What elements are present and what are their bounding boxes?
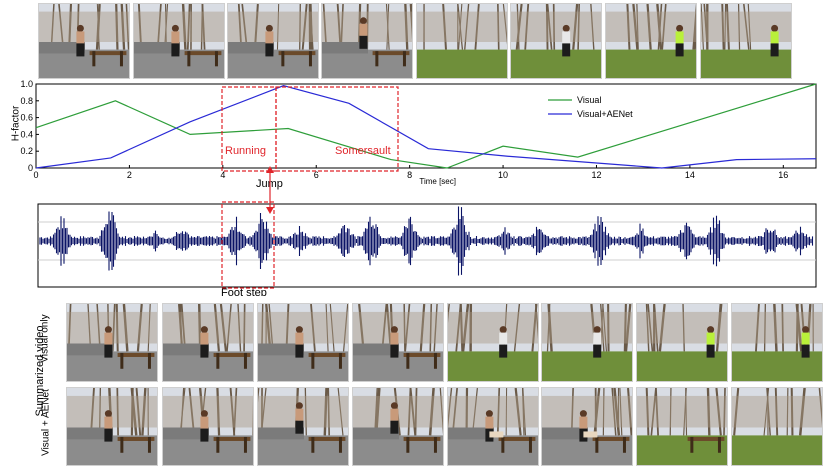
- y-tick-label: 0.2: [20, 146, 33, 156]
- somersault-annotation: Somersault: [335, 145, 391, 157]
- x-tick-label: 8: [407, 170, 412, 180]
- foot-step-annotation: Foot step: [221, 287, 267, 296]
- foot-step-highlight-box: [221, 201, 275, 289]
- summary-frame-thumbnail: [636, 303, 728, 382]
- frame-image: [542, 304, 632, 381]
- summary-frame-thumbnail: [352, 387, 444, 466]
- summary-frame-thumbnail: [731, 303, 823, 382]
- y-tick-label: 0: [28, 163, 33, 173]
- summary-frame-thumbnail: [66, 387, 158, 466]
- frame-image: [163, 304, 253, 381]
- video-frame-thumbnail: [133, 3, 225, 79]
- frame-image: [732, 304, 822, 381]
- frame-image: [417, 4, 507, 78]
- summary-frame-thumbnail: [257, 387, 349, 466]
- summary-frame-thumbnail: [257, 303, 349, 382]
- jump-arrow: [266, 166, 274, 214]
- frame-image: [39, 4, 129, 78]
- x-tick-label: 6: [314, 170, 319, 180]
- frame-image: [258, 304, 348, 381]
- summary-frame-thumbnail: [447, 387, 539, 466]
- frame-image: [353, 388, 443, 465]
- x-tick-label: 14: [685, 170, 695, 180]
- frame-image: [606, 4, 696, 78]
- x-tick-label: 12: [591, 170, 601, 180]
- visual-only-label: Visual only: [39, 314, 51, 363]
- video-frame-thumbnail: [227, 3, 319, 79]
- x-tick-label: 16: [778, 170, 788, 180]
- summary-frame-thumbnail: [162, 387, 254, 466]
- x-tick-label: 2: [127, 170, 132, 180]
- visual-aenet-label: Visual + AENet: [40, 389, 52, 456]
- frame-image: [511, 4, 601, 78]
- frame-image: [701, 4, 791, 78]
- summary-frame-thumbnail: [162, 303, 254, 382]
- video-frame-thumbnail: [38, 3, 130, 79]
- frame-image: [448, 388, 538, 465]
- x-tick-label: 10: [498, 170, 508, 180]
- series-line-visual: [35, 83, 817, 169]
- summary-frame-thumbnail: [66, 303, 158, 382]
- frame-image: [258, 388, 348, 465]
- video-frame-thumbnail: [321, 3, 413, 79]
- running-annotation: Running: [225, 145, 266, 157]
- y-tick-label: 1.0: [20, 79, 33, 89]
- somersault-highlight-box: [275, 86, 399, 172]
- y-tick-label: 0.8: [20, 96, 33, 106]
- frame-image: [542, 388, 632, 465]
- y-tick-label: 0.6: [20, 113, 33, 123]
- h-factor-chart: 0 2 4 6 8 10 12 14 16 0 0.2 0.4 0.6 0.8 1.0 Time [sec] V…: [20, 79, 817, 190]
- audio-waveform: [39, 206, 814, 276]
- summary-frame-thumbnail: [636, 387, 728, 466]
- video-frame-thumbnail: [416, 3, 508, 79]
- frame-image: [322, 4, 412, 78]
- summary-frame-thumbnail: [731, 387, 823, 466]
- frame-image: [353, 304, 443, 381]
- legend-label: Visual: [577, 95, 601, 105]
- legend-label: Visual+AENet: [577, 109, 633, 119]
- x-tick-label: 0: [33, 170, 38, 180]
- audio-waveform-panel: Foot step: [37, 201, 817, 296]
- y-tick-label: 0.4: [20, 129, 33, 139]
- video-frame-thumbnail: [605, 3, 697, 79]
- frame-image: [134, 4, 224, 78]
- frame-image: [637, 388, 727, 465]
- series-line-visual-aenet: [35, 85, 817, 169]
- x-tick-label: 4: [220, 170, 225, 180]
- frame-image: [448, 304, 538, 381]
- frame-image: [67, 388, 157, 465]
- frame-image: [67, 304, 157, 381]
- waveform-frame: [37, 203, 817, 288]
- frame-image: [637, 304, 727, 381]
- x-axis-label: Time [sec]: [419, 177, 456, 186]
- video-frame-thumbnail: [510, 3, 602, 79]
- video-frame-thumbnail: [700, 3, 792, 79]
- frame-image: [732, 388, 822, 465]
- summary-frame-thumbnail: [541, 387, 633, 466]
- plot-frame: [35, 83, 817, 169]
- frame-image: [163, 388, 253, 465]
- frame-image: [228, 4, 318, 78]
- summary-frame-thumbnail: [541, 303, 633, 382]
- summary-frame-thumbnail: [352, 303, 444, 382]
- summary-frame-thumbnail: [447, 303, 539, 382]
